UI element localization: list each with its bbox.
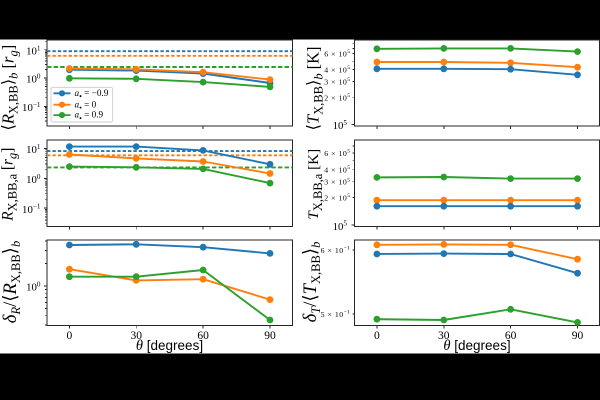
svg-text:2 × 105: 2 × 105 bbox=[324, 193, 350, 202]
svg-text:θ [degrees]: θ [degrees] bbox=[443, 338, 510, 354]
svg-text:30: 30 bbox=[130, 330, 142, 342]
svg-text:6 × 10−1: 6 × 10−1 bbox=[321, 246, 351, 255]
svg-text:90: 90 bbox=[572, 330, 584, 342]
svg-text:TX,BB,a [K]: TX,BB,a [K] bbox=[305, 149, 325, 220]
svg-text:4 × 105: 4 × 105 bbox=[324, 165, 350, 174]
svg-text:a● = −0.9: a● = −0.9 bbox=[75, 88, 109, 99]
svg-text:4 × 105: 4 × 105 bbox=[324, 65, 350, 74]
svg-text:0: 0 bbox=[67, 330, 73, 342]
svg-text:30: 30 bbox=[438, 330, 450, 342]
svg-text:0: 0 bbox=[374, 330, 380, 342]
svg-text:3 × 105: 3 × 105 bbox=[324, 177, 350, 186]
svg-text:60: 60 bbox=[505, 330, 517, 342]
svg-text:δR/⟨RX,BB⟩b: δR/⟨RX,BB⟩b bbox=[0, 241, 23, 323]
svg-text:a● = 0.9: a● = 0.9 bbox=[75, 110, 104, 121]
svg-text:2 × 105: 2 × 105 bbox=[324, 93, 350, 102]
svg-text:90: 90 bbox=[264, 330, 276, 342]
svg-text:5 × 10−1: 5 × 10−1 bbox=[321, 310, 351, 319]
svg-text:6 × 105: 6 × 105 bbox=[324, 49, 350, 58]
svg-text:a● = 0: a● = 0 bbox=[75, 99, 97, 110]
svg-text:60: 60 bbox=[197, 330, 209, 342]
svg-text:θ [degrees]: θ [degrees] bbox=[136, 338, 203, 354]
svg-text:3 × 105: 3 × 105 bbox=[324, 77, 350, 86]
svg-text:6 × 105: 6 × 105 bbox=[324, 149, 350, 158]
svg-text:δT/⟨TX,BB⟩b: δT/⟨TX,BB⟩b bbox=[300, 242, 323, 323]
svg-text:RX,BB,a [rg]: RX,BB,a [rg] bbox=[0, 148, 19, 222]
